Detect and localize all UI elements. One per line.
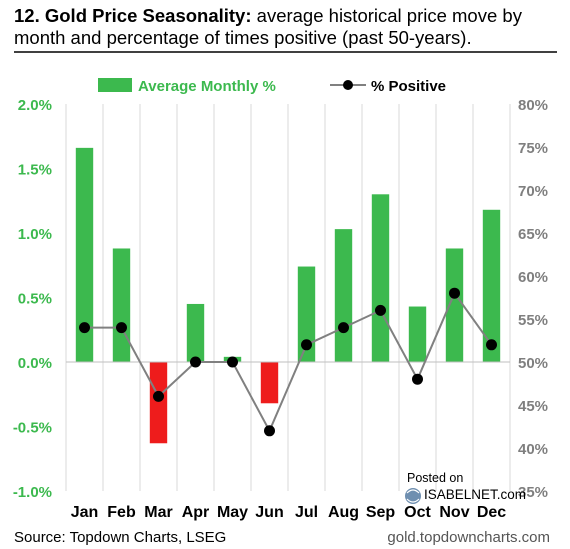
chart-title-bold: 12. Gold Price Seasonality: xyxy=(14,5,252,26)
marker-jun xyxy=(264,425,275,437)
x-label-aug: Aug xyxy=(328,504,359,521)
chart-title-line1: 12. Gold Price Seasonality: average hist… xyxy=(14,5,523,26)
left-tick-label: -1.0% xyxy=(13,484,52,501)
x-label-jan: Jan xyxy=(71,504,99,521)
right-tick-label: 35% xyxy=(518,484,548,501)
right-tick-label: 60% xyxy=(518,269,548,286)
left-tick-label: 1.0% xyxy=(18,226,52,243)
right-tick-label: 50% xyxy=(518,355,548,372)
marker-oct xyxy=(412,373,423,385)
marker-jan xyxy=(79,322,90,334)
right-tick-label: 40% xyxy=(518,441,548,458)
left-tick-label: 2.0% xyxy=(18,97,52,114)
site-url: gold.topdowncharts.com xyxy=(387,529,550,546)
bar-jun xyxy=(260,362,279,404)
right-axis-ticks: 80% 75% 70% 65% 60% 55% 50% 45% 40% 35% xyxy=(518,97,548,501)
marker-apr xyxy=(190,356,201,368)
bar-sep xyxy=(371,194,390,362)
x-axis-labels: Jan Feb Mar Apr May Jun Jul Aug Sep Oct Nov Dec xyxy=(71,504,507,521)
marker-dec xyxy=(486,339,497,351)
legend-marker xyxy=(343,80,353,90)
x-label-jun: Jun xyxy=(255,504,283,521)
x-label-apr: Apr xyxy=(182,504,210,521)
percent-positive-series-line xyxy=(84,291,493,434)
legend-line-label: % Positive xyxy=(371,78,446,95)
vertical-gridlines xyxy=(65,104,511,491)
right-tick-label: 75% xyxy=(518,140,548,157)
right-tick-label: 70% xyxy=(518,183,548,200)
marker-jul xyxy=(301,339,312,351)
legend-bar-swatch xyxy=(98,78,132,92)
x-label-sep: Sep xyxy=(366,504,396,521)
source-blur-overlay xyxy=(232,526,324,546)
right-tick-label: 80% xyxy=(518,97,548,114)
marker-feb xyxy=(116,322,127,334)
bar-mar xyxy=(149,362,168,444)
right-tick-label: 65% xyxy=(518,226,548,243)
left-tick-label: 0.5% xyxy=(18,291,52,308)
left-axis-ticks: 2.0% 1.5% 1.0% 0.5% 0.0% -0.5% -1.0% xyxy=(13,97,52,501)
left-tick-label: 0.0% xyxy=(18,355,52,372)
isabelnet-watermark: Posted on ISABELNET.com xyxy=(405,471,526,504)
x-label-feb: Feb xyxy=(107,504,136,521)
right-tick-label: 55% xyxy=(518,312,548,329)
chart-title-line2: month and percentage of times positive (… xyxy=(14,27,472,48)
bar-dec xyxy=(482,209,501,362)
marker-aug xyxy=(338,322,349,334)
bar-nov xyxy=(445,248,464,362)
chart-title-rest: average historical price move by xyxy=(252,5,523,26)
left-tick-label: 1.5% xyxy=(18,162,52,179)
bar-feb xyxy=(112,248,131,362)
bar-jul xyxy=(297,266,316,362)
legend-bar-label: Average Monthly % xyxy=(138,78,276,95)
legend: Average Monthly % % Positive xyxy=(98,78,446,95)
source-note: Source: Topdown Charts, LSEG xyxy=(14,529,226,546)
bar-jan xyxy=(75,147,94,362)
bar-aug xyxy=(334,229,353,362)
percent-positive-line xyxy=(79,287,497,437)
bar-oct xyxy=(408,306,427,362)
marker-mar xyxy=(153,390,164,402)
x-label-nov: Nov xyxy=(439,504,469,521)
isabelnet-logo-icon xyxy=(405,488,421,504)
right-tick-label: 45% xyxy=(518,398,548,415)
x-label-mar: Mar xyxy=(144,504,172,521)
watermark-brand: ISABELNET.com xyxy=(424,487,526,502)
left-tick-label: -0.5% xyxy=(13,420,52,437)
x-label-oct: Oct xyxy=(404,504,431,521)
x-label-may: May xyxy=(217,504,248,521)
watermark-posted-on: Posted on xyxy=(407,471,463,485)
marker-nov xyxy=(449,287,460,299)
x-label-dec: Dec xyxy=(477,504,506,521)
marker-may xyxy=(227,356,238,368)
x-label-jul: Jul xyxy=(295,504,318,521)
marker-sep xyxy=(375,304,386,316)
bar-apr xyxy=(186,303,205,362)
